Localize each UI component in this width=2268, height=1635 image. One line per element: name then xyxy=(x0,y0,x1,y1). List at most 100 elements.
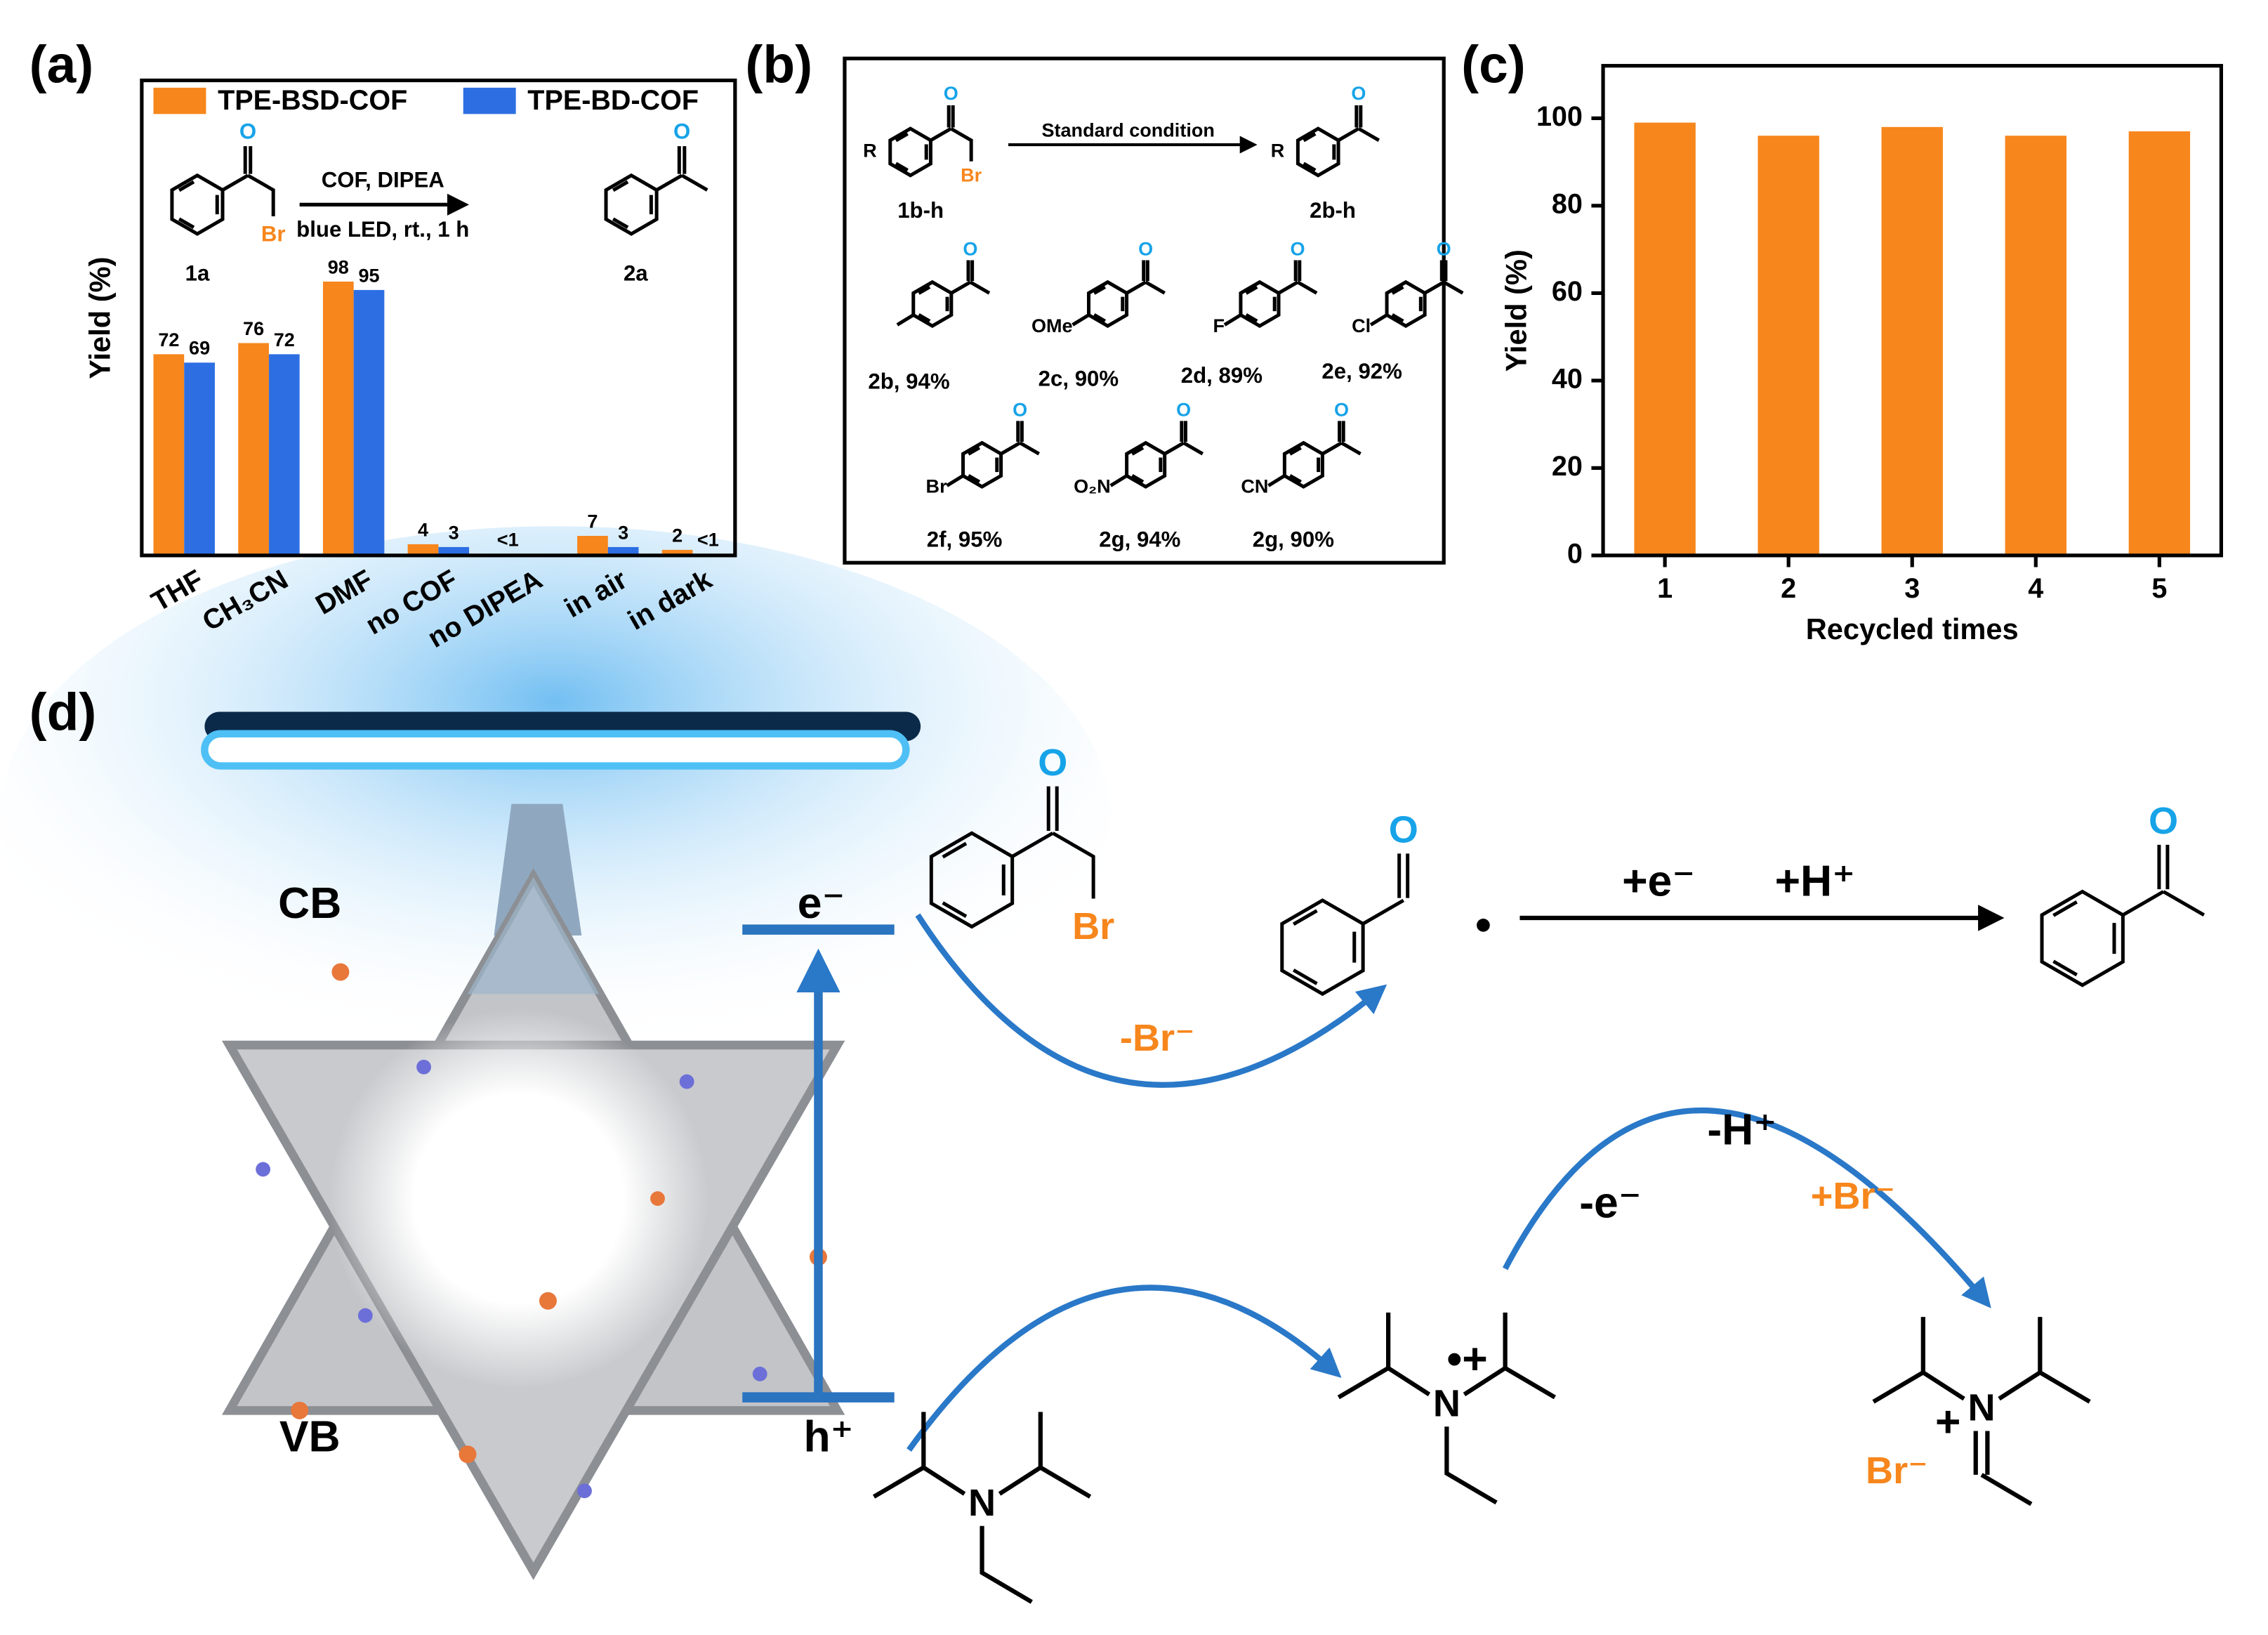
x-tick-label: 1 xyxy=(1657,573,1673,604)
y-tick-label: 80 xyxy=(1552,188,1583,219)
scheme-frame xyxy=(843,56,1446,565)
bond xyxy=(1072,313,1090,327)
bar xyxy=(577,535,608,556)
oxygen: O xyxy=(944,83,958,104)
panel-label: (a) xyxy=(29,35,94,94)
oxygen: O xyxy=(239,119,256,144)
nitrogen: N xyxy=(968,1482,996,1524)
bromine: Br xyxy=(961,165,982,186)
bond xyxy=(1000,421,1040,456)
bond xyxy=(1362,853,1410,926)
data-label: 2 xyxy=(672,525,683,546)
step-label: +e⁻ xyxy=(1622,857,1695,906)
panel-label: (c) xyxy=(1461,35,1526,94)
step-label: +Br⁻ xyxy=(1811,1175,1895,1217)
substituent: OMe xyxy=(1031,315,1073,336)
benzene-ring xyxy=(172,176,223,234)
product-label: 2e, 92% xyxy=(1321,359,1402,383)
bond xyxy=(1126,260,1166,295)
bond xyxy=(950,260,991,295)
nitrogen: N xyxy=(1433,1382,1461,1424)
oxygen: O xyxy=(1038,742,1067,784)
cof-framework xyxy=(467,876,600,994)
data-label: <1 xyxy=(697,529,719,550)
data-label: 3 xyxy=(449,522,459,543)
substituent: CN xyxy=(1241,476,1268,497)
bar xyxy=(353,289,385,556)
bond xyxy=(946,474,964,487)
bond xyxy=(1321,421,1362,456)
transfer-arrow xyxy=(1502,1108,1991,1308)
amine-skeleton xyxy=(1872,1317,2091,1506)
compound-label: 2b-h xyxy=(1310,198,1356,223)
electron: e⁻ xyxy=(798,879,845,928)
data-label: 72 xyxy=(274,329,295,350)
transfer-arrow xyxy=(915,913,1387,1088)
bar xyxy=(607,546,639,556)
product-label: 2g, 90% xyxy=(1253,527,1334,551)
bar xyxy=(1758,136,1819,556)
benzene-ring xyxy=(1127,443,1165,487)
bar xyxy=(268,354,300,556)
legend-swatch xyxy=(153,87,206,114)
bar xyxy=(1881,126,1943,556)
benzene-ring xyxy=(1282,900,1363,994)
x-axis-label: Recycled times xyxy=(1806,612,2019,645)
substituent: R xyxy=(863,140,877,162)
oxygen: O xyxy=(1334,399,1349,420)
panel-label: (b) xyxy=(745,35,812,94)
bromine: Br xyxy=(261,221,286,246)
oxygen: O xyxy=(1138,239,1153,260)
cof-atoms xyxy=(256,963,827,1499)
legend-label: TPE-BSD-COF xyxy=(218,85,407,116)
data-label: 72 xyxy=(158,329,179,350)
data-label: 98 xyxy=(328,256,349,277)
x-tick-label: 2 xyxy=(1781,573,1796,604)
benzene-ring xyxy=(1298,129,1338,176)
legend-label: TPE-BD-COF xyxy=(527,85,699,116)
bond xyxy=(1223,313,1242,327)
x-tick-label: 3 xyxy=(1904,573,1920,604)
nitrogen: N xyxy=(1968,1387,1996,1429)
bond xyxy=(1337,105,1380,142)
oxygen: O xyxy=(1176,399,1191,420)
data-label: 95 xyxy=(358,265,379,286)
substituent: R xyxy=(1271,140,1285,162)
step-label: +H⁺ xyxy=(1775,857,1855,906)
amine-skeleton xyxy=(872,1412,1092,1604)
bar xyxy=(184,362,215,556)
legend-swatch xyxy=(463,87,516,114)
y-tick-label: 100 xyxy=(1536,101,1583,132)
benzene-ring xyxy=(914,282,951,326)
bar xyxy=(438,546,470,556)
y-tick-label: 60 xyxy=(1552,276,1583,307)
oxygen: O xyxy=(1389,809,1418,851)
y-tick-label: 40 xyxy=(1552,363,1583,394)
benzene-ring xyxy=(2042,892,2123,985)
bar xyxy=(2128,131,2191,556)
y-axis-label: Yield (%) xyxy=(84,257,117,379)
step-label: -H⁺ xyxy=(1707,1105,1776,1154)
bar xyxy=(661,549,693,556)
step-label: -Br⁻ xyxy=(1120,1017,1195,1059)
y-tick-label: 20 xyxy=(1552,451,1583,482)
compound-label: 1a xyxy=(185,261,210,286)
bond xyxy=(1423,260,1464,295)
data-label: 69 xyxy=(189,338,210,359)
substituent: F xyxy=(1213,315,1225,336)
transfer-arrow xyxy=(906,1285,1342,1452)
radical-dot xyxy=(1477,919,1490,932)
product-label: 2f, 95% xyxy=(927,527,1003,551)
bar xyxy=(322,281,354,556)
plot-frame xyxy=(140,78,737,558)
product-label: 2c, 90% xyxy=(1039,366,1119,390)
oxygen: O xyxy=(673,119,690,144)
cof-pore xyxy=(329,1009,709,1389)
data-label: 7 xyxy=(587,511,598,532)
bond xyxy=(1277,260,1318,295)
y-axis-label: Yield (%) xyxy=(1499,249,1532,372)
product-label: 2g, 94% xyxy=(1099,527,1180,551)
compound-label: 1b-h xyxy=(897,198,944,223)
